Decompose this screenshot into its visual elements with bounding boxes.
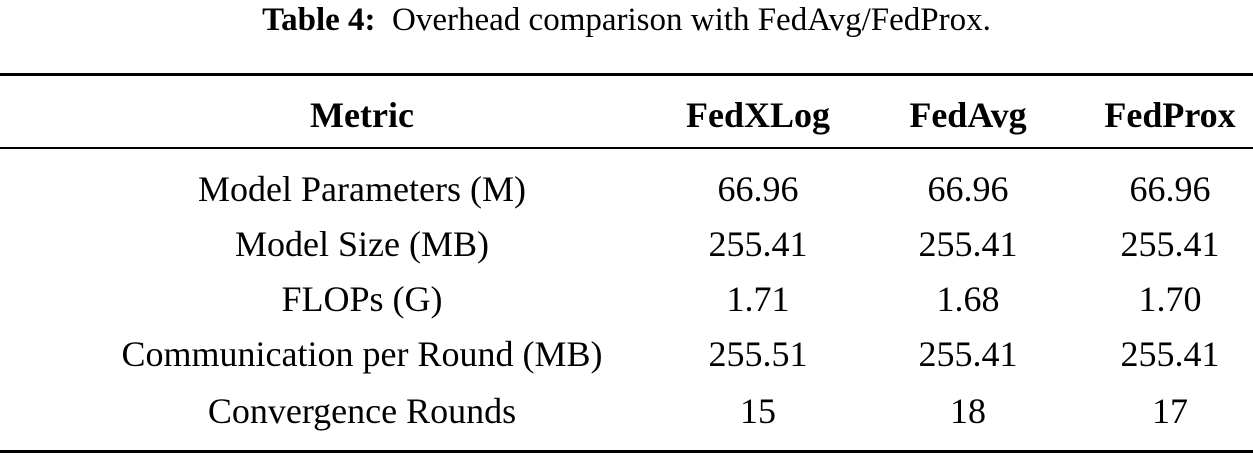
fedavg-value: 255.41 (918, 224, 1018, 264)
fedavg-value: 255.41 (918, 334, 1018, 374)
header-fedxlog: FedXLog (686, 95, 830, 135)
fedprox-value: 255.41 (1120, 224, 1220, 264)
table-row: Model Parameters (M) 66.96 66.96 66.96 (0, 162, 1253, 217)
caption-label: Table 4: (262, 2, 376, 38)
table-row: Convergence Rounds 15 18 17 (0, 384, 1253, 439)
fedprox-value: 17 (1152, 391, 1188, 431)
fedavg-value: 18 (950, 391, 986, 431)
table-row: Communication per Round (MB) 255.51 255.… (0, 327, 1253, 382)
table-row: Model Size (MB) 255.41 255.41 255.41 (0, 217, 1253, 272)
fedxlog-value: 255.51 (708, 334, 808, 374)
bottom-rule (0, 450, 1253, 453)
metric-name: FLOPs (G) (281, 279, 443, 319)
metric-name: Model Parameters (M) (198, 169, 526, 209)
metric-name: Convergence Rounds (207, 391, 517, 431)
fedxlog-value: 66.96 (717, 169, 799, 209)
caption-text: Overhead comparison with FedAvg/FedProx. (392, 2, 991, 38)
fedprox-value: 255.41 (1120, 334, 1220, 374)
metric-name: Communication per Round (MB) (121, 334, 603, 374)
table-header-row: Metric FedXLog FedAvg FedProx (0, 88, 1253, 143)
mid-rule (0, 147, 1253, 149)
header-metric: Metric (310, 95, 414, 135)
fedprox-value: 66.96 (1129, 169, 1211, 209)
fedavg-value: 66.96 (927, 169, 1009, 209)
top-rule (0, 73, 1253, 76)
table-caption: Table 4: Overhead comparison with FedAvg… (0, 0, 1253, 40)
fedavg-value: 1.68 (936, 279, 1000, 319)
header-fedprox: FedProx (1104, 95, 1236, 135)
fedprox-value: 1.70 (1138, 279, 1202, 319)
table-row: FLOPs (G) 1.71 1.68 1.70 (0, 272, 1253, 327)
metric-name: Model Size (MB) (235, 224, 489, 264)
header-fedavg: FedAvg (909, 95, 1027, 135)
fedxlog-value: 255.41 (708, 224, 808, 264)
fedxlog-value: 15 (740, 391, 776, 431)
fedxlog-value: 1.71 (726, 279, 790, 319)
